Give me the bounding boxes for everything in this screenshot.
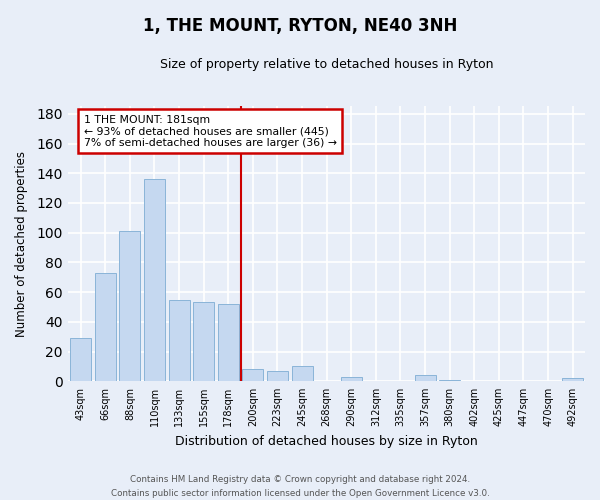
Bar <box>267 371 288 381</box>
X-axis label: Distribution of detached houses by size in Ryton: Distribution of detached houses by size … <box>175 434 478 448</box>
Bar <box>70 338 91 381</box>
Bar <box>119 231 140 381</box>
Text: 1, THE MOUNT, RYTON, NE40 3NH: 1, THE MOUNT, RYTON, NE40 3NH <box>143 18 457 36</box>
Bar <box>95 273 116 381</box>
Bar <box>562 378 583 381</box>
Bar <box>292 366 313 381</box>
Y-axis label: Number of detached properties: Number of detached properties <box>15 151 28 337</box>
Title: Size of property relative to detached houses in Ryton: Size of property relative to detached ho… <box>160 58 493 70</box>
Text: Contains HM Land Registry data © Crown copyright and database right 2024.
Contai: Contains HM Land Registry data © Crown c… <box>110 476 490 498</box>
Bar <box>193 302 214 381</box>
Bar <box>218 304 239 381</box>
Bar <box>242 370 263 381</box>
Bar <box>341 377 362 381</box>
Bar <box>439 380 460 381</box>
Bar <box>144 179 165 381</box>
Bar <box>415 376 436 381</box>
Text: 1 THE MOUNT: 181sqm
← 93% of detached houses are smaller (445)
7% of semi-detach: 1 THE MOUNT: 181sqm ← 93% of detached ho… <box>84 114 337 148</box>
Bar <box>169 300 190 381</box>
